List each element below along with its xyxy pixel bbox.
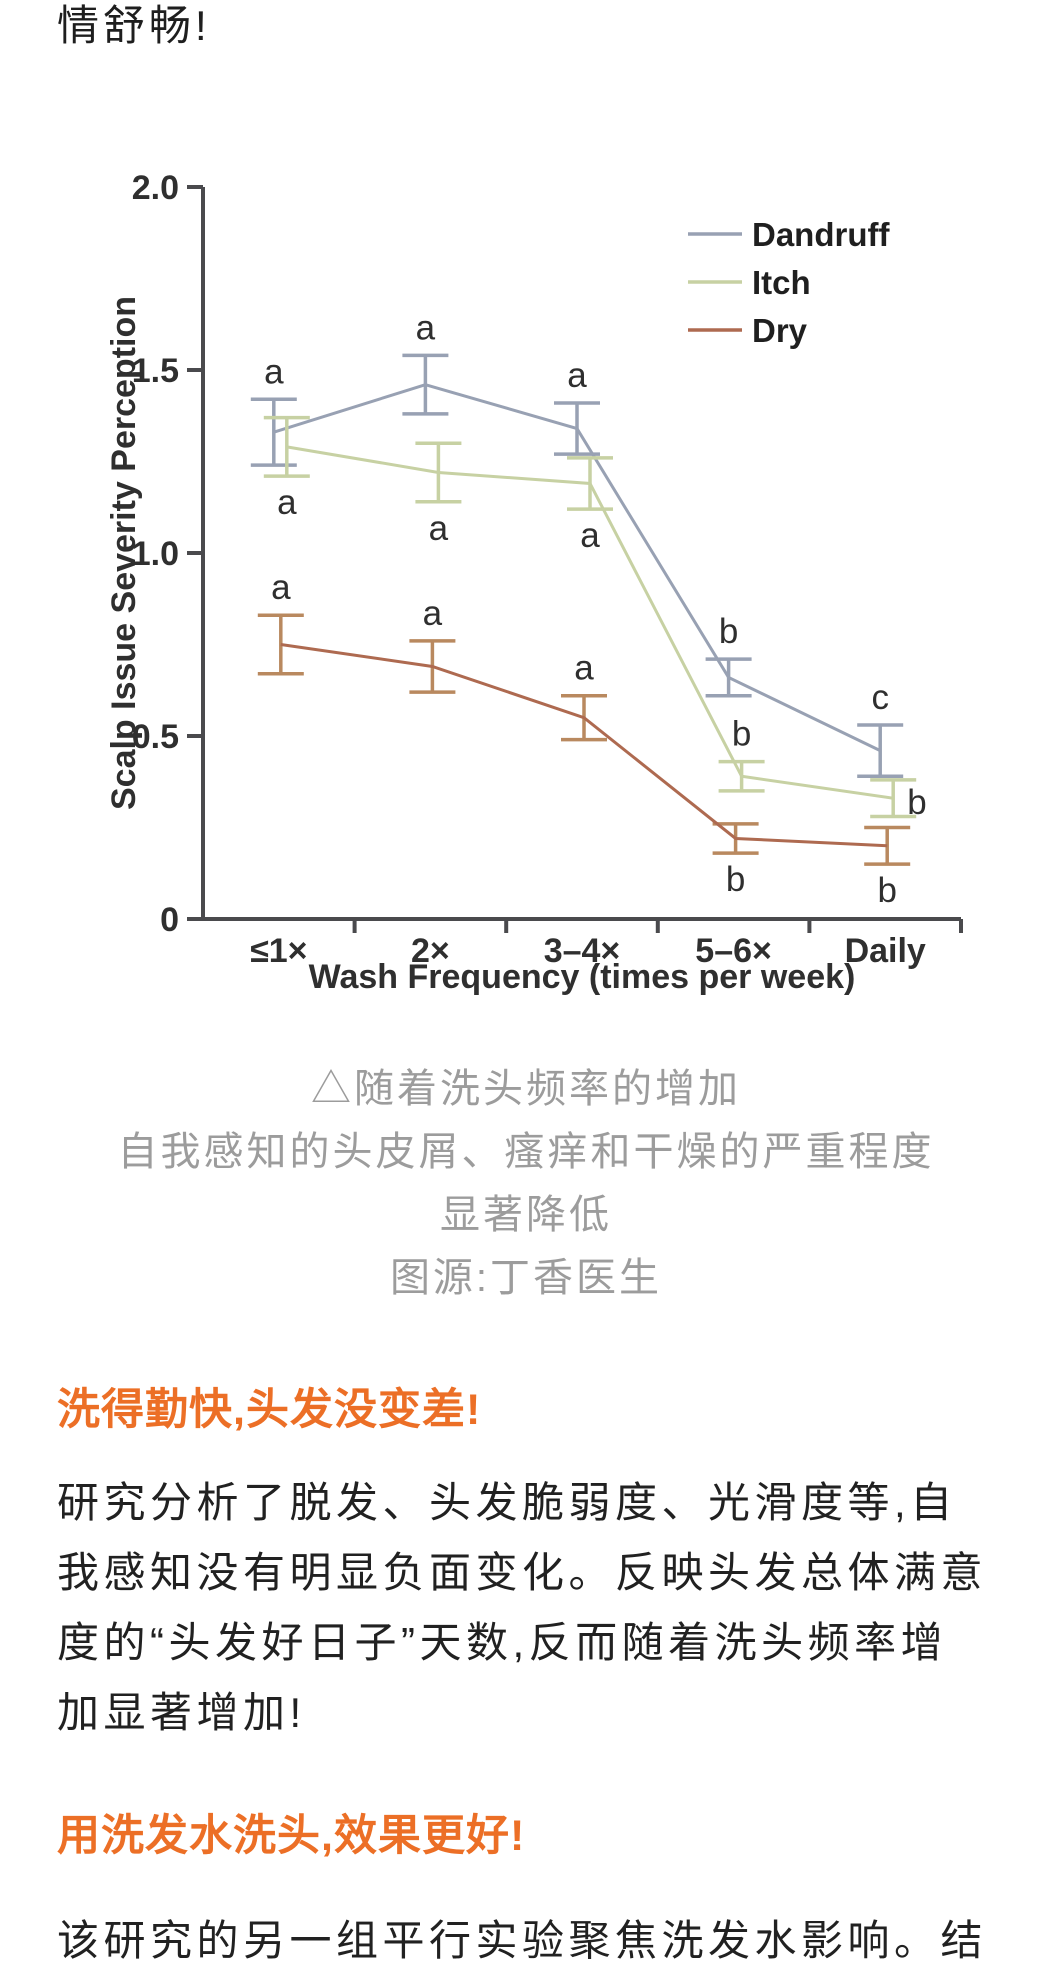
paragraph-line: 该研究的另一组平行实验聚焦洗发水影响。结 [57,1917,988,1964]
significance-letter: a [277,483,297,522]
significance-letter: a [416,308,436,347]
legend-item-dandruff: Dandruff [688,216,890,253]
legend-item-dry: Dry [688,312,808,349]
significance-letter: b [907,783,926,822]
significance-letter: a [271,568,291,607]
series-itch: a a a b b [263,415,927,822]
paragraph-line: 我感知没有明显负面变化。反映头发总体满意 [57,1549,988,1596]
significance-letter: a [423,594,443,633]
x-axis-title: Wash Frequency (times per week) [309,958,856,996]
legend-item-itch: Itch [688,264,811,301]
x-category-label: 2× [411,932,450,970]
significance-letter: a [574,649,594,688]
x-category-label: Daily [845,932,926,970]
section-paragraph-wash-often: 研究分析了脱发、头发脆弱度、光滑度等,自 我感知没有明显负面变化。反映头发总体满… [57,1468,1007,1748]
significance-letter: a [567,356,587,395]
x-category-label: 3–4× [544,932,621,970]
y-tick-label: 2.0 [132,169,179,207]
legend-label: Dandruff [752,216,890,253]
series-line-dry [280,643,888,848]
x-axis: ≤1× 2× 3–4× 5–6× Daily [250,919,963,970]
significance-letter: c [871,678,889,717]
series-dry: a a a b b [257,568,911,910]
y-axis-label: Scalp Issue Severity Perception [105,296,143,810]
paragraph-line: 研究分析了脱发、头发脆弱度、光滑度等,自 [57,1479,957,1526]
significance-letter: a [264,352,284,391]
legend: Dandruff Itch Dry [688,216,890,349]
significance-letter: a [580,516,600,555]
significance-letter: b [719,612,738,651]
significance-letter: b [732,715,751,754]
figure-caption-line: 自我感知的头皮屑、瘙痒和干燥的严重程度 [117,1130,935,1174]
significance-letter: b [877,871,896,910]
section-paragraph-shampoo: 该研究的另一组平行实验聚焦洗发水影响。结 [57,1906,1007,1976]
section-heading-wash-often: 洗得勤快,头发没变差! [57,1386,482,1434]
series-line-itch [286,445,894,800]
y-tick-label: 1.0 [132,535,179,573]
paragraph-line: 度的“头发好日子”天数,反而随着洗头频率增 [57,1619,948,1666]
y-tick-label: 0 [160,901,179,939]
section-heading-shampoo-better: 用洗发水洗头,效果更好! [57,1812,526,1860]
figure-caption-line: △随着洗头频率的增加 [311,1067,741,1111]
significance-letter: b [726,860,745,899]
y-axis-title: Scalp Issue Severity Perception [105,296,143,810]
legend-label: Dry [752,312,808,349]
x-axis-label: Wash Frequency (times per week) [309,958,856,996]
paragraph-line: 加显著增加! [57,1689,306,1736]
y-tick-label: 1.5 [132,352,179,390]
y-tick-label: 0.5 [132,718,179,756]
series-line-dandruff [273,383,881,752]
scalp-severity-chart: 0 0.5 1.0 1.5 2.0 ≤1× 2× 3–4× 5–6× Daily Scalp Iss… [105,169,963,996]
figure-caption: △随着洗头频率的增加 自我感知的头皮屑、瘙痒和干燥的严重程度 显著降低 图源:丁… [0,1058,1052,1310]
figure-caption-line: 显著降低 [440,1193,612,1237]
legend-label: Itch [752,264,811,301]
figure-caption-source: 图源:丁香医生 [389,1256,663,1300]
article-text-partial: 情舒畅! [57,2,211,49]
chart-figure: 0 0.5 1.0 1.5 2.0 ≤1× 2× 3–4× 5–6× Daily Scalp Iss… [0,130,1052,1015]
significance-letter: a [429,509,449,548]
x-category-label: 5–6× [695,932,772,970]
series-dandruff: a a a b c [250,308,904,779]
y-axis: 0 0.5 1.0 1.5 2.0 [132,169,203,939]
x-category-label: ≤1× [250,932,307,970]
